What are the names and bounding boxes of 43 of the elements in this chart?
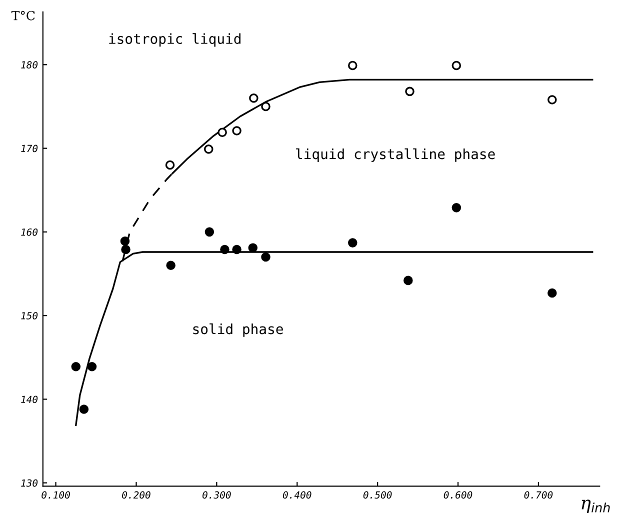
x-tick-label: 0.300	[202, 491, 231, 499]
y-tick-label: 160	[21, 228, 38, 236]
point	[220, 244, 230, 254]
point	[204, 227, 214, 237]
x-axis-title: η$_{inh}$	[582, 500, 610, 513]
y-tick-label: 150	[21, 312, 38, 320]
point	[404, 276, 413, 286]
x-tick-label: 0.500	[363, 491, 392, 499]
x-tick-label: 0.200	[122, 491, 150, 499]
point	[405, 86, 414, 96]
annotation: isotropic liquid	[109, 33, 240, 47]
y-axis-title: T°C	[11, 10, 35, 20]
point	[452, 203, 462, 212]
y-tick-label: 170	[21, 144, 38, 152]
point	[548, 288, 557, 298]
point	[452, 60, 462, 70]
point	[548, 95, 557, 104]
point	[204, 144, 214, 154]
point	[261, 252, 270, 262]
point	[166, 260, 176, 270]
x-tick-label: 0.600	[444, 491, 472, 499]
point	[165, 160, 175, 170]
point	[261, 102, 270, 112]
point	[120, 236, 130, 246]
x-tick-label: 0.700	[524, 491, 553, 499]
point	[348, 238, 358, 248]
point	[79, 404, 89, 414]
y-tick-label: 130	[21, 479, 38, 487]
annotation: solid phase	[193, 323, 283, 337]
point	[87, 362, 97, 372]
point	[121, 244, 130, 254]
x-tick-label: 0.100	[42, 491, 70, 499]
point	[71, 362, 81, 372]
y-tick-label: 180	[21, 61, 38, 69]
point	[249, 93, 258, 103]
point	[348, 60, 358, 70]
point	[248, 243, 258, 252]
annotation: liquid crystalline phase	[296, 148, 495, 162]
point	[232, 244, 242, 254]
x-tick-label: 0.400	[282, 491, 312, 499]
point	[232, 126, 242, 136]
y-tick-label: 140	[21, 396, 38, 404]
point	[218, 128, 227, 138]
